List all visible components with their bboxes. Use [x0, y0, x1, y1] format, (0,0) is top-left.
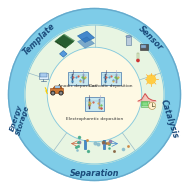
Polygon shape: [77, 31, 94, 43]
Circle shape: [52, 92, 54, 94]
Text: Cathodic deposition: Cathodic deposition: [89, 84, 133, 88]
Text: Energy
Storage: Energy Storage: [8, 102, 30, 136]
Bar: [39, 73, 48, 79]
Polygon shape: [77, 37, 94, 48]
Circle shape: [60, 92, 62, 94]
Bar: [68, 72, 88, 85]
Bar: [40, 73, 46, 77]
Bar: [101, 72, 121, 85]
Circle shape: [47, 47, 142, 142]
Bar: [85, 97, 104, 111]
Bar: [83, 74, 84, 83]
Bar: [50, 88, 63, 93]
Text: Template: Template: [21, 21, 57, 57]
Bar: [72, 74, 73, 83]
Bar: [140, 44, 148, 50]
Bar: [55, 86, 60, 88]
Bar: [141, 45, 146, 48]
Bar: [137, 53, 139, 60]
Polygon shape: [55, 35, 74, 48]
Circle shape: [149, 102, 156, 109]
Text: Electrophoretic deposition: Electrophoretic deposition: [66, 117, 123, 121]
Text: Catalysis: Catalysis: [159, 98, 180, 140]
Circle shape: [51, 91, 55, 95]
Circle shape: [59, 91, 63, 95]
Text: Sensor: Sensor: [136, 25, 164, 53]
Bar: [99, 99, 101, 109]
Text: Separation: Separation: [70, 169, 119, 178]
Polygon shape: [56, 34, 75, 47]
Circle shape: [25, 25, 164, 164]
Circle shape: [9, 9, 180, 180]
Bar: [143, 102, 148, 106]
Bar: [103, 140, 105, 149]
Polygon shape: [60, 51, 67, 57]
Bar: [105, 74, 106, 83]
Bar: [141, 101, 149, 107]
Bar: [116, 74, 117, 83]
Ellipse shape: [126, 36, 131, 37]
Circle shape: [147, 75, 155, 84]
Bar: [88, 99, 90, 109]
Text: Anodic deposition: Anodic deposition: [58, 84, 98, 88]
Polygon shape: [53, 86, 62, 88]
Bar: [84, 140, 86, 149]
Circle shape: [137, 59, 139, 62]
Bar: [126, 36, 131, 45]
